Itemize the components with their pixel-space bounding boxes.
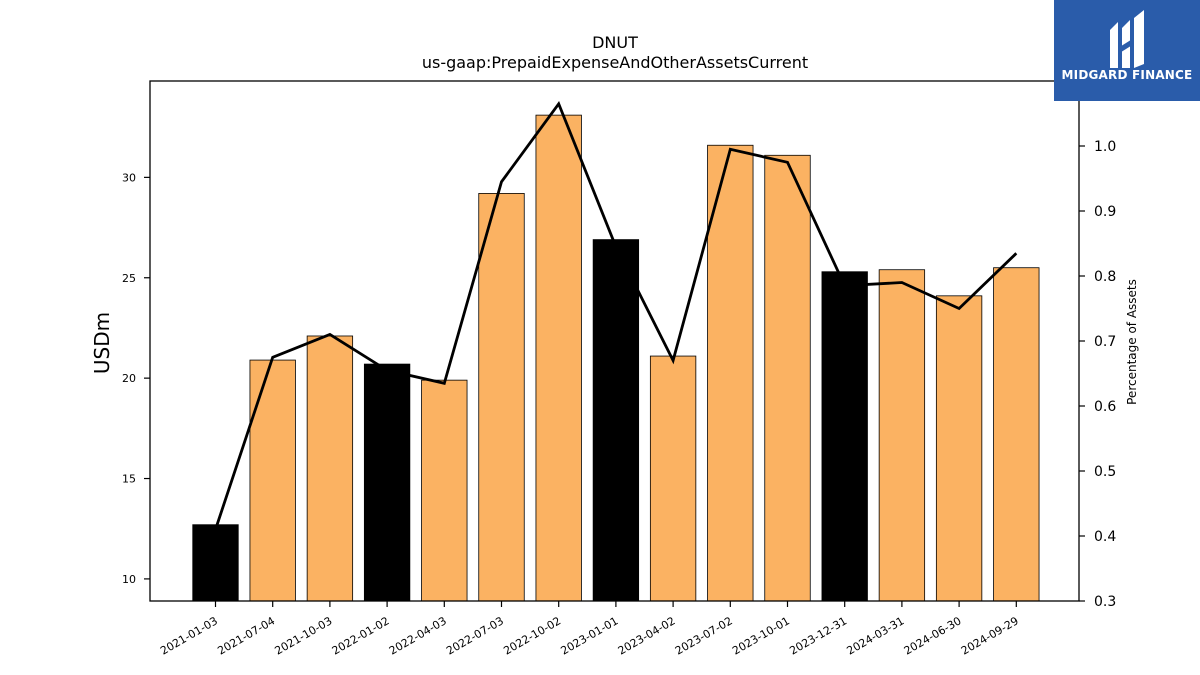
y2-axis: 0.3 0.4 0.5 0.6 0.7 0.8 0.9 1.0 <box>1079 139 1116 610</box>
y2-tick-label: 0.4 <box>1094 529 1116 545</box>
x-tick-label: 2022-10-02 <box>501 614 563 657</box>
y-tick-label: 20 <box>122 372 136 385</box>
x-tick-label: 2022-01-02 <box>330 614 392 657</box>
percent-line <box>214 100 1018 530</box>
x-tick-label: 2021-01-03 <box>158 614 220 657</box>
x-tick-label: 2021-10-03 <box>273 614 335 657</box>
bar <box>764 154 811 602</box>
chart-subtitle: us-gaap:PrepaidExpenseAndOtherAssetsCurr… <box>422 53 808 72</box>
x-tick-label: 2023-12-31 <box>787 614 849 657</box>
x-tick-label: 2024-09-29 <box>959 614 1021 657</box>
y-tick-label: 10 <box>122 573 136 586</box>
x-tick-label: 2023-01-01 <box>559 614 621 657</box>
bar <box>935 295 983 602</box>
midgard-logo-icon <box>1110 10 1144 68</box>
y2-tick-label: 1.0 <box>1094 139 1116 155</box>
x-tick-label: 2023-04-02 <box>616 614 678 657</box>
y2-tick-label: 0.5 <box>1094 464 1116 480</box>
bar <box>878 269 926 602</box>
x-tick-label: 2022-07-03 <box>444 614 506 657</box>
bar <box>249 359 296 602</box>
bar <box>535 114 582 602</box>
bar <box>421 379 468 602</box>
bar-series <box>192 114 1040 602</box>
y-tick-label: 15 <box>122 473 136 486</box>
x-tick-label: 2023-07-02 <box>673 614 735 657</box>
x-axis: 2021-01-032021-07-042021-10-032022-01-02… <box>158 601 1021 658</box>
y2-tick-label: 0.8 <box>1094 269 1116 285</box>
y2-axis-label: Percentage of Assets <box>1125 279 1139 405</box>
line-series <box>214 100 1018 530</box>
x-tick-label: 2023-10-01 <box>730 614 792 657</box>
x-tick-label: 2022-04-03 <box>387 614 449 657</box>
y-axis-label: USDm <box>90 312 114 374</box>
chart-title: DNUT <box>592 33 638 52</box>
x-tick-label: 2024-03-31 <box>845 614 907 657</box>
bar <box>592 239 640 602</box>
bar <box>478 193 525 602</box>
y-tick-label: 30 <box>122 171 136 184</box>
y2-tick-label: 0.6 <box>1094 399 1116 415</box>
x-tick-label: 2024-06-30 <box>902 614 964 657</box>
bar <box>649 355 697 602</box>
y-tick-label: 25 <box>122 272 136 285</box>
bar <box>363 363 411 602</box>
bar <box>993 267 1040 602</box>
y2-tick-label: 0.9 <box>1094 204 1116 220</box>
brand-logo: MIDGARD FINANCE <box>1054 0 1200 101</box>
logo-text: MIDGARD FINANCE <box>1061 68 1193 82</box>
bar <box>306 335 354 602</box>
x-tick-label: 2021-07-04 <box>215 614 277 657</box>
y2-tick-label: 0.3 <box>1094 594 1116 610</box>
bar <box>821 271 868 602</box>
y2-tick-label: 0.7 <box>1094 334 1116 350</box>
y-axis: 10 15 20 25 30 <box>122 171 150 586</box>
bar <box>707 144 754 602</box>
bar <box>192 524 239 602</box>
